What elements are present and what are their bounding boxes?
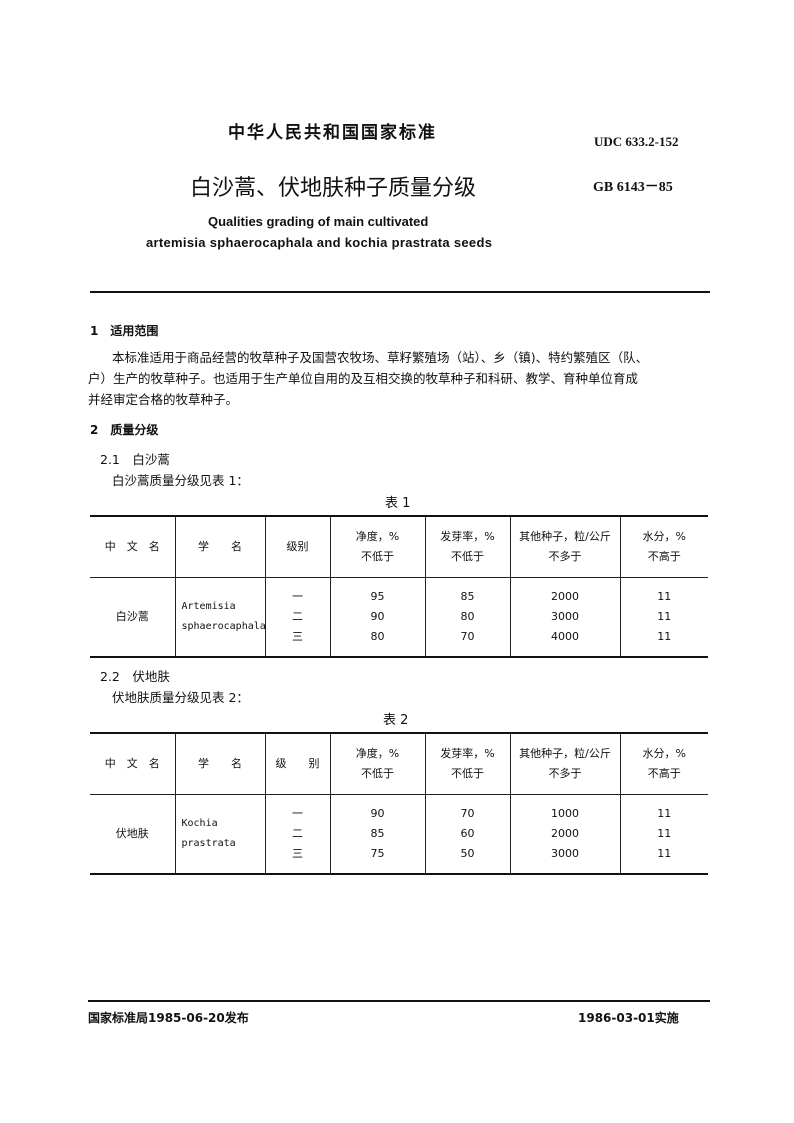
column-header: 水分，% 不高于 [619, 516, 708, 578]
section-1-text: 并经审定合格的牧草种子。 [88, 392, 239, 407]
column-header: 中 文 名 [90, 733, 175, 795]
column-header: 其他种子，粒/公斤 不多于 [509, 733, 620, 795]
column-header: 净度，% 不低于 [329, 516, 425, 578]
effective-date: 1986-03-01实施 [578, 1011, 679, 1025]
table-row: 白沙蒿 Artemisia sphaerocaphala 一二三 95 90 80 8… [90, 577, 708, 657]
english-title-line-2: artemisia sphaerocaphala and kochia pras… [146, 235, 493, 250]
section-2-2-heading: 2.2 伏地肤 [100, 669, 170, 684]
column-header: 级别 [264, 516, 330, 578]
table-header-row: 中 文 名 学 名 级别 净度，% 不低于 发芽率，% 不低于 其他种子，粒/公斤不… [90, 516, 708, 578]
grade-cell: 一二三 [264, 794, 330, 874]
purity-cell: 90 85 75 [329, 794, 425, 874]
standard-code: GB 6143－85 [593, 180, 673, 195]
table-2: 中 文 名 学 名 级 别 净度，% 不低于 发芽率，% 不低于 其他种子，粒/公斤… [90, 732, 708, 875]
chinese-name-cell: 白沙蒿 [115, 610, 149, 623]
english-title-line-1: Qualities grading of main cultivated [208, 214, 429, 229]
other-seeds-cell: 1000 2000 3000 [509, 794, 620, 874]
column-header: 级 别 [264, 733, 330, 795]
issue-date: 国家标准局1985-06-20发布 [88, 1011, 249, 1025]
section-2-2-text: 伏地肤质量分级见表 2： [112, 690, 249, 705]
udc-code: UDC 633.2-152 [594, 134, 679, 149]
column-header: 水分，% 不高于 [619, 733, 708, 795]
germination-cell: 85 80 70 [424, 577, 510, 657]
column-header: 净度，% 不低于 [329, 733, 425, 795]
chinese-name-cell: 伏地肤 [115, 827, 149, 840]
moisture-cell: 11 11 11 [619, 577, 708, 657]
germination-cell: 70 60 50 [424, 794, 510, 874]
column-header: 学 名 [174, 516, 265, 578]
column-header: 发芽率，% 不低于 [424, 733, 510, 795]
table-row: 伏地肤 Kochia prastrata 一二三 90 85 75 70 60 50 10… [90, 794, 708, 874]
table-1: 中 文 名 学 名 级别 净度，% 不低于 发芽率，% 不低于 其他种子，粒/公斤不… [90, 515, 708, 658]
column-header: 学 名 [174, 733, 265, 795]
column-header: 中 文 名 [90, 516, 175, 578]
section-2-1-heading: 2.1 白沙蒿 [100, 452, 170, 467]
column-header: 其他种子，粒/公斤 不多于 [509, 516, 620, 578]
scientific-name-cell: Artemisia sphaerocaphala [174, 577, 266, 657]
footer-divider [88, 1000, 710, 1002]
table-1-caption: 表 1 [385, 496, 411, 511]
section-1-text: 户）生产的牧草种子。也适用于生产单位自用的及互相交换的牧草种子和科研、教学、育种… [88, 371, 639, 386]
table-2-caption: 表 2 [383, 713, 409, 728]
table-header-row: 中 文 名 学 名 级 别 净度，% 不低于 发芽率，% 不低于 其他种子，粒/公斤… [90, 733, 708, 795]
column-header: 发芽率，% 不低于 [424, 516, 510, 578]
section-2-heading: 2 质量分级 [90, 423, 159, 437]
section-2-1-text: 白沙蒿质量分级见表 1： [112, 473, 249, 488]
section-1-text: 本标准适用于商品经营的牧草种子及国营农牧场、草籽繁殖场（站）、乡（镇)、特约繁殖… [112, 350, 649, 365]
purity-cell: 95 90 80 [329, 577, 425, 657]
document-title: 白沙蒿、伏地肤种子质量分级 [190, 176, 477, 201]
moisture-cell: 11 11 11 [619, 794, 708, 874]
scientific-name-cell: Kochia prastrata [174, 794, 265, 874]
section-1-heading: 1 适用范围 [90, 324, 159, 338]
other-seeds-cell: 2000 3000 4000 [509, 577, 620, 657]
issuing-org: 中华人民共和国国家标准 [228, 123, 437, 143]
grade-cell: 一二三 [264, 577, 330, 657]
header-divider [90, 291, 710, 293]
